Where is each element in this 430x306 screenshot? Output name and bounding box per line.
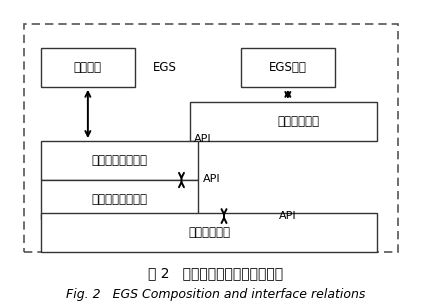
Bar (41, 48, 134, 87)
Text: API: API (194, 134, 211, 144)
Bar (41, 213, 376, 252)
Text: 交互用户: 交互用户 (74, 61, 101, 74)
Bar (24, 24, 397, 252)
Text: 公共服务应用平台: 公共服务应用平台 (92, 154, 147, 167)
Text: 网络链路传输平台: 网络链路传输平台 (92, 193, 147, 206)
Text: Fig. 2   EGS Composition and interface relations: Fig. 2 EGS Composition and interface rel… (66, 288, 364, 301)
Text: API: API (202, 174, 220, 184)
Text: EGS用户: EGS用户 (268, 61, 306, 74)
Bar (41, 141, 198, 180)
Text: EGS: EGS (152, 61, 176, 74)
Text: 图 2   网络信息组成与其接口关系: 图 2 网络信息组成与其接口关系 (147, 266, 283, 280)
Text: 网络通信平台: 网络通信平台 (187, 226, 230, 239)
Bar (240, 48, 334, 87)
Text: 网络应用软件: 网络应用软件 (277, 115, 319, 128)
Bar (190, 102, 376, 141)
Bar (41, 180, 198, 219)
Text: API: API (278, 211, 296, 221)
